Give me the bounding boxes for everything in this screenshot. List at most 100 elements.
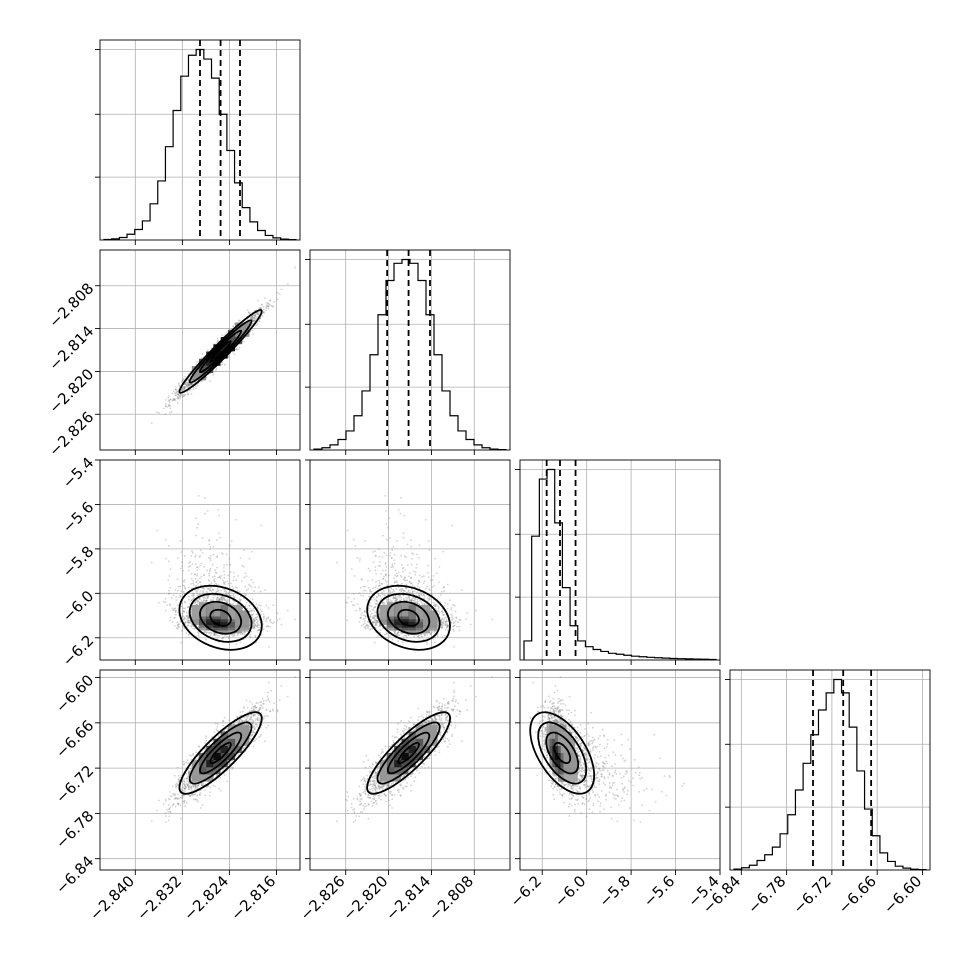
y-tick-label: −2.814 — [45, 322, 97, 374]
scatter-point — [197, 588, 200, 591]
scatter-point — [252, 319, 255, 322]
scatter-point — [256, 323, 259, 326]
scatter-point — [182, 395, 185, 398]
scatter-point — [243, 566, 245, 568]
scatter-point — [183, 600, 186, 603]
scatter-point — [179, 585, 182, 588]
scatter-point — [238, 319, 241, 322]
scatter-point — [190, 392, 193, 395]
scatter-point — [169, 398, 172, 401]
scatter-point — [244, 572, 247, 575]
scatter-point — [164, 538, 167, 541]
scatter-point — [259, 626, 261, 629]
scatter-point — [203, 587, 205, 589]
scatter-point — [243, 549, 246, 551]
scatter-point — [183, 387, 186, 390]
scatter-point — [261, 315, 264, 318]
scatter-point — [185, 381, 188, 384]
scatter-point — [223, 573, 226, 576]
scatter-point — [182, 618, 185, 620]
scatter-point — [211, 576, 214, 578]
scatter-point — [265, 625, 268, 628]
scatter-point — [179, 393, 182, 396]
scatter-point — [168, 575, 171, 577]
scatter-point — [265, 301, 268, 304]
scatter-point — [374, 586, 377, 589]
scatter-point — [201, 353, 204, 356]
scatter-point — [189, 622, 192, 624]
scatter-point — [441, 625, 444, 627]
scatter-point — [223, 581, 225, 584]
scatter-point — [269, 625, 271, 628]
scatter-point — [194, 563, 197, 566]
scatter-point — [183, 585, 186, 587]
scatter-point — [294, 266, 296, 269]
scatter-point — [365, 599, 368, 601]
scatter-point — [167, 403, 170, 406]
scatter-point — [199, 577, 201, 580]
scatter-point — [253, 618, 256, 620]
scatter-point — [239, 641, 242, 644]
scatter-point — [235, 643, 238, 646]
scatter-point — [187, 378, 190, 381]
scatter-point — [185, 614, 188, 617]
histogram-0 — [103, 48, 297, 241]
scatter-point — [203, 574, 205, 576]
scatter-point — [247, 588, 250, 590]
scatter-point — [384, 569, 387, 572]
scatter-point — [210, 554, 212, 557]
scatter-point — [278, 293, 281, 295]
scatter-point — [177, 382, 180, 385]
scatter-point — [196, 566, 198, 568]
scatter-point — [165, 403, 167, 405]
scatter-point — [177, 393, 179, 395]
scatter-point — [220, 575, 223, 577]
scatter-point — [252, 626, 255, 629]
scatter-point — [164, 597, 167, 600]
scatter-point — [427, 576, 430, 579]
scatter-point — [253, 610, 256, 612]
scatter-point — [254, 313, 257, 316]
scatter-point — [249, 316, 252, 319]
scatter-point — [264, 297, 266, 299]
y-tick-label: −2.808 — [45, 279, 97, 331]
scatter-point — [183, 628, 186, 630]
scatter-point — [184, 554, 186, 557]
scatter-point — [169, 411, 171, 414]
scatter-point — [176, 557, 179, 559]
scatter-point — [168, 589, 170, 592]
scatter-point — [191, 551, 194, 554]
scatter-point — [255, 312, 258, 315]
scatter-point — [209, 380, 212, 382]
scatter-point — [181, 389, 184, 392]
scatter-point — [252, 333, 255, 336]
scatter-point — [268, 646, 270, 648]
y-tick-label: −6.2 — [59, 631, 97, 669]
scatter-point — [192, 582, 194, 585]
scatter-point — [222, 597, 225, 600]
scatter-point — [209, 567, 212, 570]
scatter-point — [265, 307, 268, 309]
scatter-point — [186, 393, 189, 396]
scatter-point — [223, 588, 225, 591]
scatter-point — [216, 597, 219, 599]
scatter-point — [235, 579, 238, 582]
scatter-point — [216, 588, 219, 590]
scatter-point — [243, 340, 246, 343]
scatter-point — [184, 607, 186, 610]
scatter-point — [180, 551, 183, 553]
scatter-point — [227, 583, 230, 585]
scatter-point — [182, 387, 185, 390]
scatter-point — [179, 395, 182, 398]
scatter-point — [176, 390, 179, 393]
scatter-point — [214, 580, 216, 583]
scatter-point — [408, 575, 410, 578]
scatter-point — [232, 593, 235, 596]
scatter-point — [265, 620, 267, 623]
scatter-point — [169, 401, 171, 404]
scatter-point — [258, 320, 261, 323]
scatter-point — [171, 392, 174, 395]
scatter-point — [171, 399, 174, 402]
scatter-point — [208, 570, 211, 573]
scatter-point — [262, 308, 265, 311]
